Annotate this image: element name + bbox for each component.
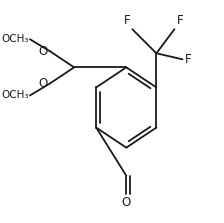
Text: F: F xyxy=(124,14,130,27)
Text: O: O xyxy=(39,77,48,90)
Text: F: F xyxy=(185,53,191,66)
Text: OCH₃: OCH₃ xyxy=(2,91,29,100)
Text: O: O xyxy=(39,45,48,58)
Text: F: F xyxy=(177,14,183,27)
Text: O: O xyxy=(122,196,131,209)
Text: OCH₃: OCH₃ xyxy=(2,34,29,44)
